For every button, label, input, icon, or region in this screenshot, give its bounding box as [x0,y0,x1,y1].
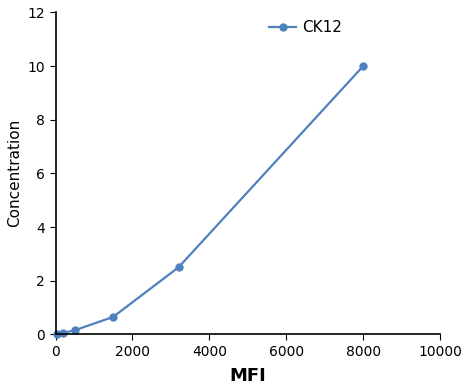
CK12 [176,265,182,270]
CK12 [110,314,116,319]
CK12 [360,64,366,69]
X-axis label: MFI: MFI [229,367,266,385]
CK12 [72,328,77,333]
Line: CK12: CK12 [54,63,367,338]
CK12 [61,330,66,335]
Y-axis label: Concentration: Concentration [7,119,22,227]
Legend: CK12: CK12 [269,20,342,35]
CK12 [55,332,61,337]
